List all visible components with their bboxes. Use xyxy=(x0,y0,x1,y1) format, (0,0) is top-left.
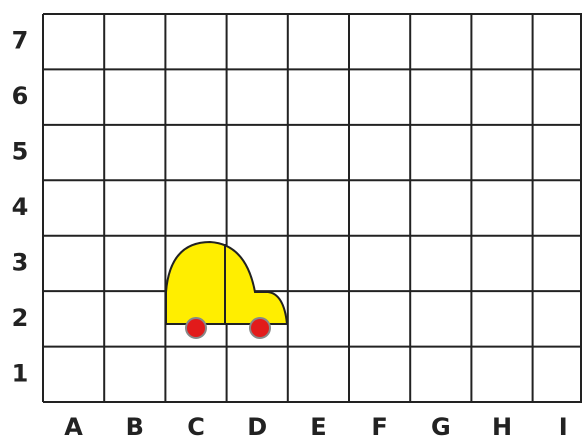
car-wheel xyxy=(250,318,270,338)
row-label: 6 xyxy=(12,82,29,110)
column-label: B xyxy=(126,413,144,441)
column-label: I xyxy=(559,413,568,441)
car xyxy=(166,242,287,338)
column-label: D xyxy=(247,413,267,441)
grid xyxy=(43,14,582,402)
row-label: 4 xyxy=(12,193,29,221)
car-body xyxy=(166,242,287,324)
column-label: C xyxy=(187,413,205,441)
row-label: 1 xyxy=(12,359,29,387)
page: ABCDEFGHI7654321 (() => { const data = J… xyxy=(0,0,582,441)
row-label: 2 xyxy=(12,304,29,332)
column-label: H xyxy=(492,413,512,441)
row-label: 5 xyxy=(12,138,29,166)
column-label: A xyxy=(64,413,83,441)
grid-diagram: A B C D E F G H I 7 6 5 4 3 2 1 xyxy=(0,0,582,441)
labels: A B C D E F G H I 7 6 5 4 3 2 1 xyxy=(12,27,568,441)
column-label: E xyxy=(310,413,326,441)
column-label: G xyxy=(431,413,451,441)
car-wheel xyxy=(186,318,206,338)
row-label: 7 xyxy=(12,27,29,55)
column-label: F xyxy=(371,413,387,441)
row-label: 3 xyxy=(12,248,29,276)
